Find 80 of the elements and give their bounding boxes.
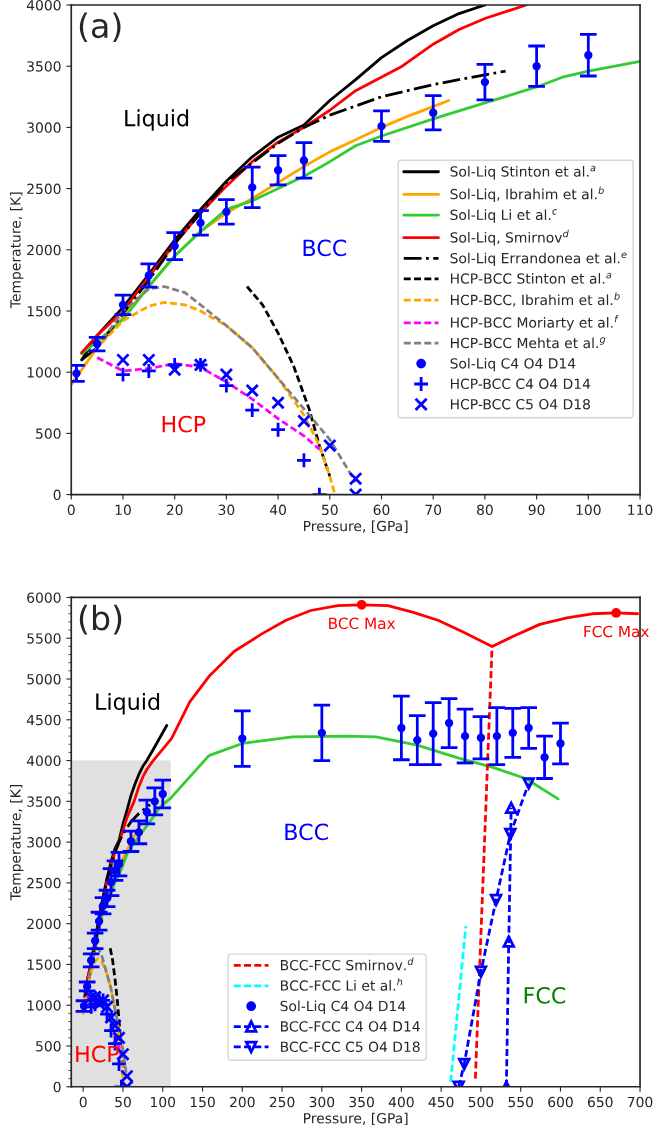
y-tick-label: 6000 xyxy=(27,592,61,603)
y-tick-label: 5000 xyxy=(27,673,61,685)
annotation: Liquid xyxy=(96,692,160,715)
annotation: BCC xyxy=(303,239,347,257)
y-tick-label: 2000 xyxy=(27,244,61,256)
legend-label: Sol-Liq Stinton et al.$^{a}$ xyxy=(450,165,596,180)
x-axis-title: Pressure, [GPa] xyxy=(304,520,408,533)
annotation: FCC xyxy=(524,986,566,1004)
legend-label: Sol-Liq, Ibrahim et al.$^{b}$ xyxy=(450,186,604,203)
legend-label: Sol-Liq C4 O4 D14 xyxy=(450,357,576,372)
y-tick-label: 2500 xyxy=(27,877,61,889)
y-tick-label: 1000 xyxy=(27,1000,61,1011)
x-tick-label: 10 xyxy=(115,504,131,516)
legend-label: BCC-FCC Smirnov.$^{d}$ xyxy=(280,957,414,971)
legend-label: HCP-BCC, Ibrahim et al.$^{b}$ xyxy=(450,292,620,307)
y-tick-label: 500 xyxy=(36,1040,61,1052)
annotation: HCP xyxy=(162,415,206,433)
x-tick-label: 60 xyxy=(373,504,390,516)
x-tick-label: 20 xyxy=(166,504,183,516)
y-tick-label: 4000 xyxy=(26,0,61,11)
x-tick-label: 80 xyxy=(477,504,493,516)
x-tick-label: 0 xyxy=(79,1096,87,1108)
x-tick-label: 650 xyxy=(587,1096,613,1108)
annotation: (b) xyxy=(79,604,122,635)
y-tick-label: 2000 xyxy=(27,918,61,930)
x-tick-label: 350 xyxy=(349,1096,374,1108)
legend-label: Sol-Liq, Smirnov$^{d}$ xyxy=(450,229,569,246)
legend-label: BCC-FCC C5 O4 D18 xyxy=(280,1041,420,1053)
legend-label: HCP-BCC Mehta et al.$^{g}$ xyxy=(450,337,606,349)
legend-label: BCC-FCC C4 O4 D14 xyxy=(280,1021,420,1032)
y-tick-label: 1500 xyxy=(27,959,61,970)
legend-label: HCP-BCC Moriarty et al.$^{f}$ xyxy=(450,314,619,331)
x-tick-label: 110 xyxy=(628,504,653,516)
x-tick-label: 30 xyxy=(218,504,235,516)
x-tick-label: 250 xyxy=(269,1096,295,1108)
x-tick-label: 400 xyxy=(388,1096,414,1108)
annotation: (a) xyxy=(79,12,121,43)
x-tick-label: 0 xyxy=(67,504,75,516)
annotation: HCP xyxy=(76,1045,119,1063)
x-axis-title: Pressure, [GPa] xyxy=(304,1112,408,1126)
y-tick-label: 1000 xyxy=(27,367,61,378)
annotation: BCC xyxy=(285,823,328,841)
annotation: BCC Max xyxy=(329,617,396,630)
x-tick-label: 100 xyxy=(576,504,601,516)
legend-label: HCP-BCC C5 O4 D18 xyxy=(450,398,590,410)
legend-label: Sol-Liq C4 O4 D14 xyxy=(280,1000,406,1014)
x-tick-label: 300 xyxy=(309,1096,335,1108)
x-tick-label: 600 xyxy=(548,1096,573,1108)
legend-label: Sol-Liq Errandonea et al.$^{e}$ xyxy=(450,252,627,267)
y-tick-label: 4000 xyxy=(26,755,61,767)
x-tick-label: 500 xyxy=(468,1096,494,1108)
y-tick-label: 3000 xyxy=(27,122,61,133)
y-tick-label: 4500 xyxy=(26,714,61,726)
annotation: Liquid xyxy=(125,109,189,131)
y-tick-label: 500 xyxy=(36,428,61,439)
y-tick-label: 0 xyxy=(53,1081,61,1093)
legend-label: Sol-Liq Li et al.$^{c}$ xyxy=(450,209,558,223)
x-tick-label: 40 xyxy=(269,504,286,516)
legend-label: HCP-BCC C4 O4 D14 xyxy=(450,378,591,390)
y-tick-label: 3000 xyxy=(27,837,61,848)
x-tick-label: 150 xyxy=(190,1096,215,1108)
y-tick-label: 3500 xyxy=(27,61,61,72)
x-tick-label: 100 xyxy=(151,1096,176,1108)
y-tick-label: 2500 xyxy=(27,183,61,195)
y-tick-label: 5500 xyxy=(27,633,61,644)
x-tick-label: 700 xyxy=(627,1096,653,1108)
legend-label: BCC-FCC Li et al.$^{h}$ xyxy=(280,977,403,991)
x-tick-label: 200 xyxy=(230,1096,255,1108)
x-tick-label: 450 xyxy=(428,1096,454,1108)
y-tick-label: 1500 xyxy=(27,305,61,317)
x-tick-label: 70 xyxy=(425,504,442,516)
y-axis-title: Temperature, [K] xyxy=(9,192,24,309)
x-tick-label: 50 xyxy=(115,1096,131,1108)
y-tick-label: 0 xyxy=(53,489,61,501)
y-tick-label: 3500 xyxy=(27,796,61,807)
x-tick-label: 550 xyxy=(508,1096,534,1108)
legend-label: HCP-BCC Stinton et al.$^{a}$ xyxy=(450,272,612,284)
x-tick-label: 90 xyxy=(528,504,545,516)
x-tick-label: 50 xyxy=(322,504,338,516)
y-axis-title: Temperature, [K] xyxy=(9,784,24,901)
